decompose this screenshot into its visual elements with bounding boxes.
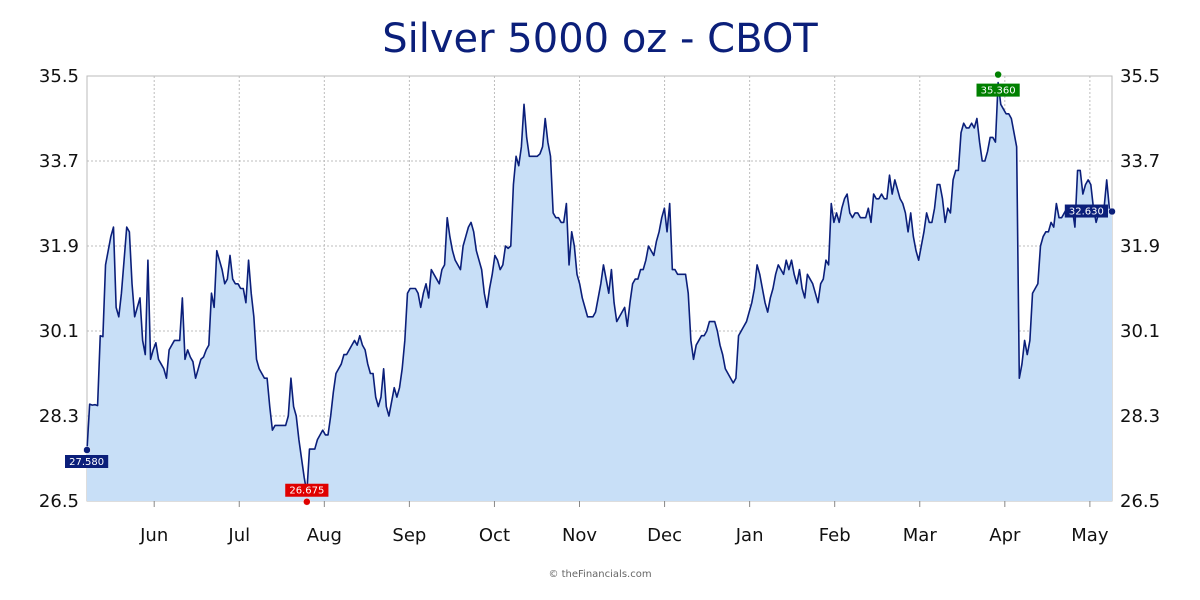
y-tick-label-left: 35.5 [39, 66, 79, 87]
x-tick-label: Jun [139, 525, 168, 546]
low-marker-label: 26.675 [289, 486, 324, 497]
chart-title: Silver 5000 oz - CBOT [382, 16, 818, 62]
y-tick-label-left: 30.1 [39, 321, 79, 342]
y-tick-label-right: 26.5 [1120, 491, 1160, 512]
x-tick-label: Apr [989, 525, 1021, 546]
last-marker-dot [1108, 207, 1116, 216]
x-tick-label: Dec [647, 525, 682, 546]
series-layer [86, 81, 1113, 502]
low-marker-box [285, 483, 329, 497]
last-marker-label: 32.630 [1069, 207, 1104, 218]
marker-layer: 27.580 26.675 35.360 32.630 [65, 70, 1116, 506]
axes: 35.5 35.5 33.7 33.7 31.9 31.9 30.1 30.1 28.3 28.3… [39, 66, 1160, 546]
y-tick-label-left: 26.5 [39, 491, 79, 512]
y-tick-label-right: 31.9 [1120, 236, 1160, 257]
x-tick-label: Sep [392, 525, 426, 546]
y-tick-label-right: 28.3 [1120, 406, 1160, 427]
high-marker-label: 35.360 [981, 86, 1016, 97]
x-tick-label: May [1071, 525, 1109, 546]
x-tick-label: Oct [479, 525, 510, 546]
start-marker-dot [83, 446, 91, 454]
start-marker-box [65, 455, 109, 468]
low-marker-dot [303, 497, 311, 506]
y-tick-label-right: 33.7 [1120, 151, 1160, 172]
x-tick-label: Aug [307, 525, 342, 546]
x-tick-label: Nov [562, 525, 597, 546]
series-line [86, 81, 1113, 494]
high-marker-dot [994, 70, 1002, 79]
y-tick-label-left: 33.7 [39, 151, 79, 172]
y-tick-label-left: 31.9 [39, 236, 79, 257]
y-tick-label-right: 30.1 [1120, 321, 1160, 342]
footer-credit: © theFinancials.com [548, 569, 652, 580]
last-marker-box [1064, 204, 1108, 218]
x-tick-label: Feb [819, 525, 851, 546]
y-tick-label-right: 35.5 [1120, 66, 1160, 87]
x-tick-label: Jan [735, 525, 764, 546]
high-marker-box [976, 83, 1020, 97]
y-tick-label-left: 28.3 [39, 406, 79, 427]
x-tick-label: Jul [227, 525, 250, 546]
start-marker-label: 27.580 [69, 457, 104, 468]
x-tick-label: Mar [903, 525, 938, 546]
